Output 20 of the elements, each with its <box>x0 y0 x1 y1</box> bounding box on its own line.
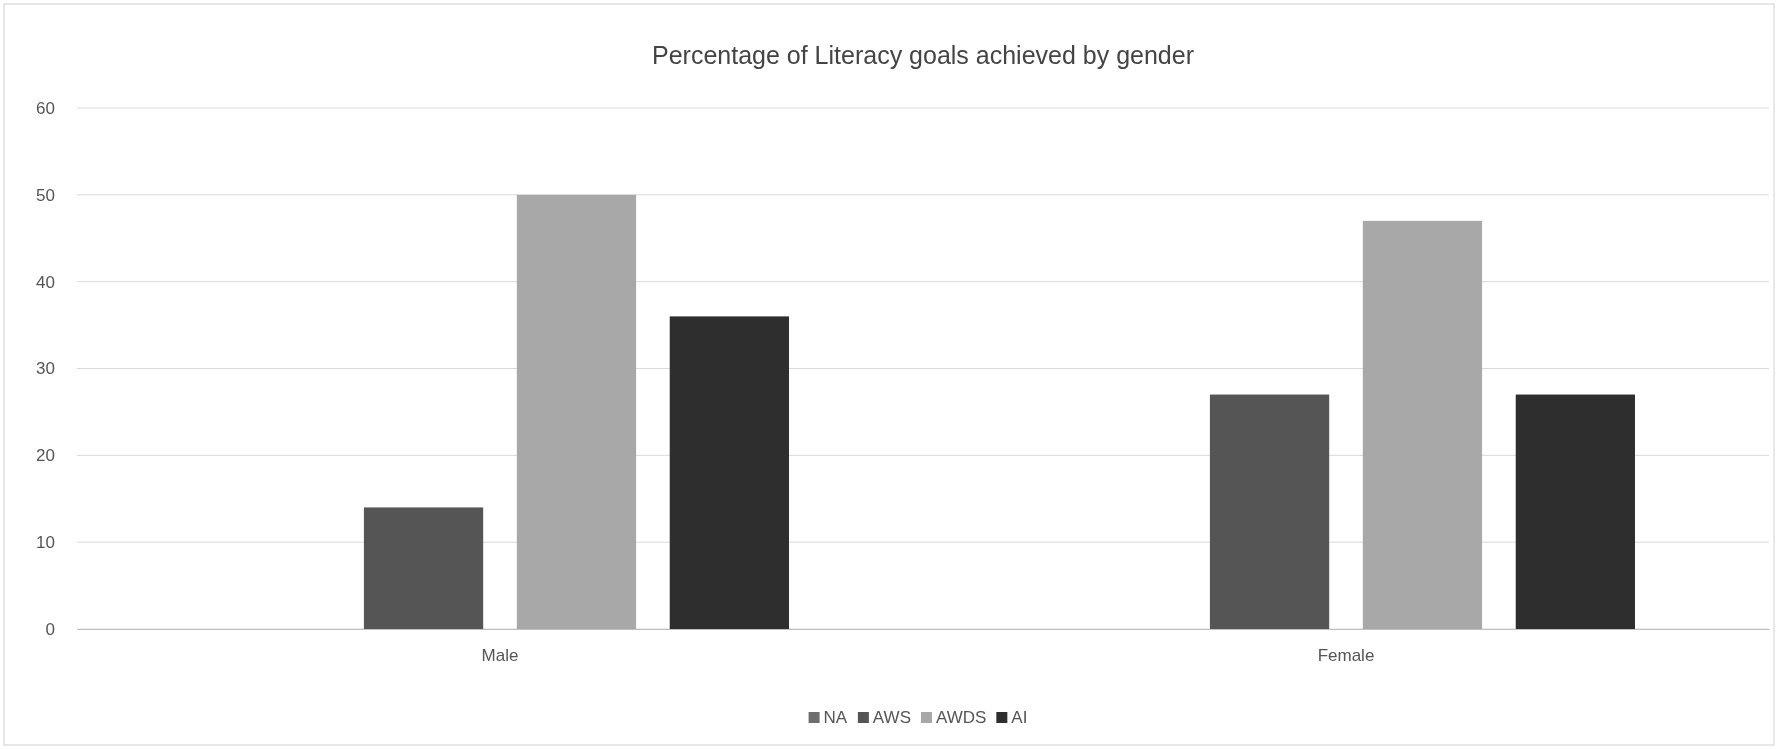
x-tick-label: Male <box>481 646 519 666</box>
bar <box>516 194 637 629</box>
y-tick-label: 50 <box>36 185 55 205</box>
y-tick-label: 30 <box>36 359 55 379</box>
y-tick-label: 60 <box>36 98 55 118</box>
y-tick-label: 0 <box>45 619 55 639</box>
legend-label: AWDS <box>935 708 987 727</box>
legend-label: AI <box>1011 708 1028 727</box>
bar <box>363 507 484 629</box>
y-tick-label: 40 <box>36 272 55 292</box>
bar <box>669 316 789 629</box>
y-tick-label: 10 <box>36 533 55 553</box>
bar <box>1209 394 1330 629</box>
legend-label: AWS <box>872 708 911 727</box>
chart-title: Percentage of Literacy goals achieved by gender <box>651 41 1195 69</box>
bar <box>1515 394 1635 629</box>
y-tick-label: 20 <box>36 446 55 466</box>
legend-label: NA <box>823 708 848 727</box>
bar <box>1362 220 1483 629</box>
x-tick-label: Female <box>1317 646 1375 666</box>
